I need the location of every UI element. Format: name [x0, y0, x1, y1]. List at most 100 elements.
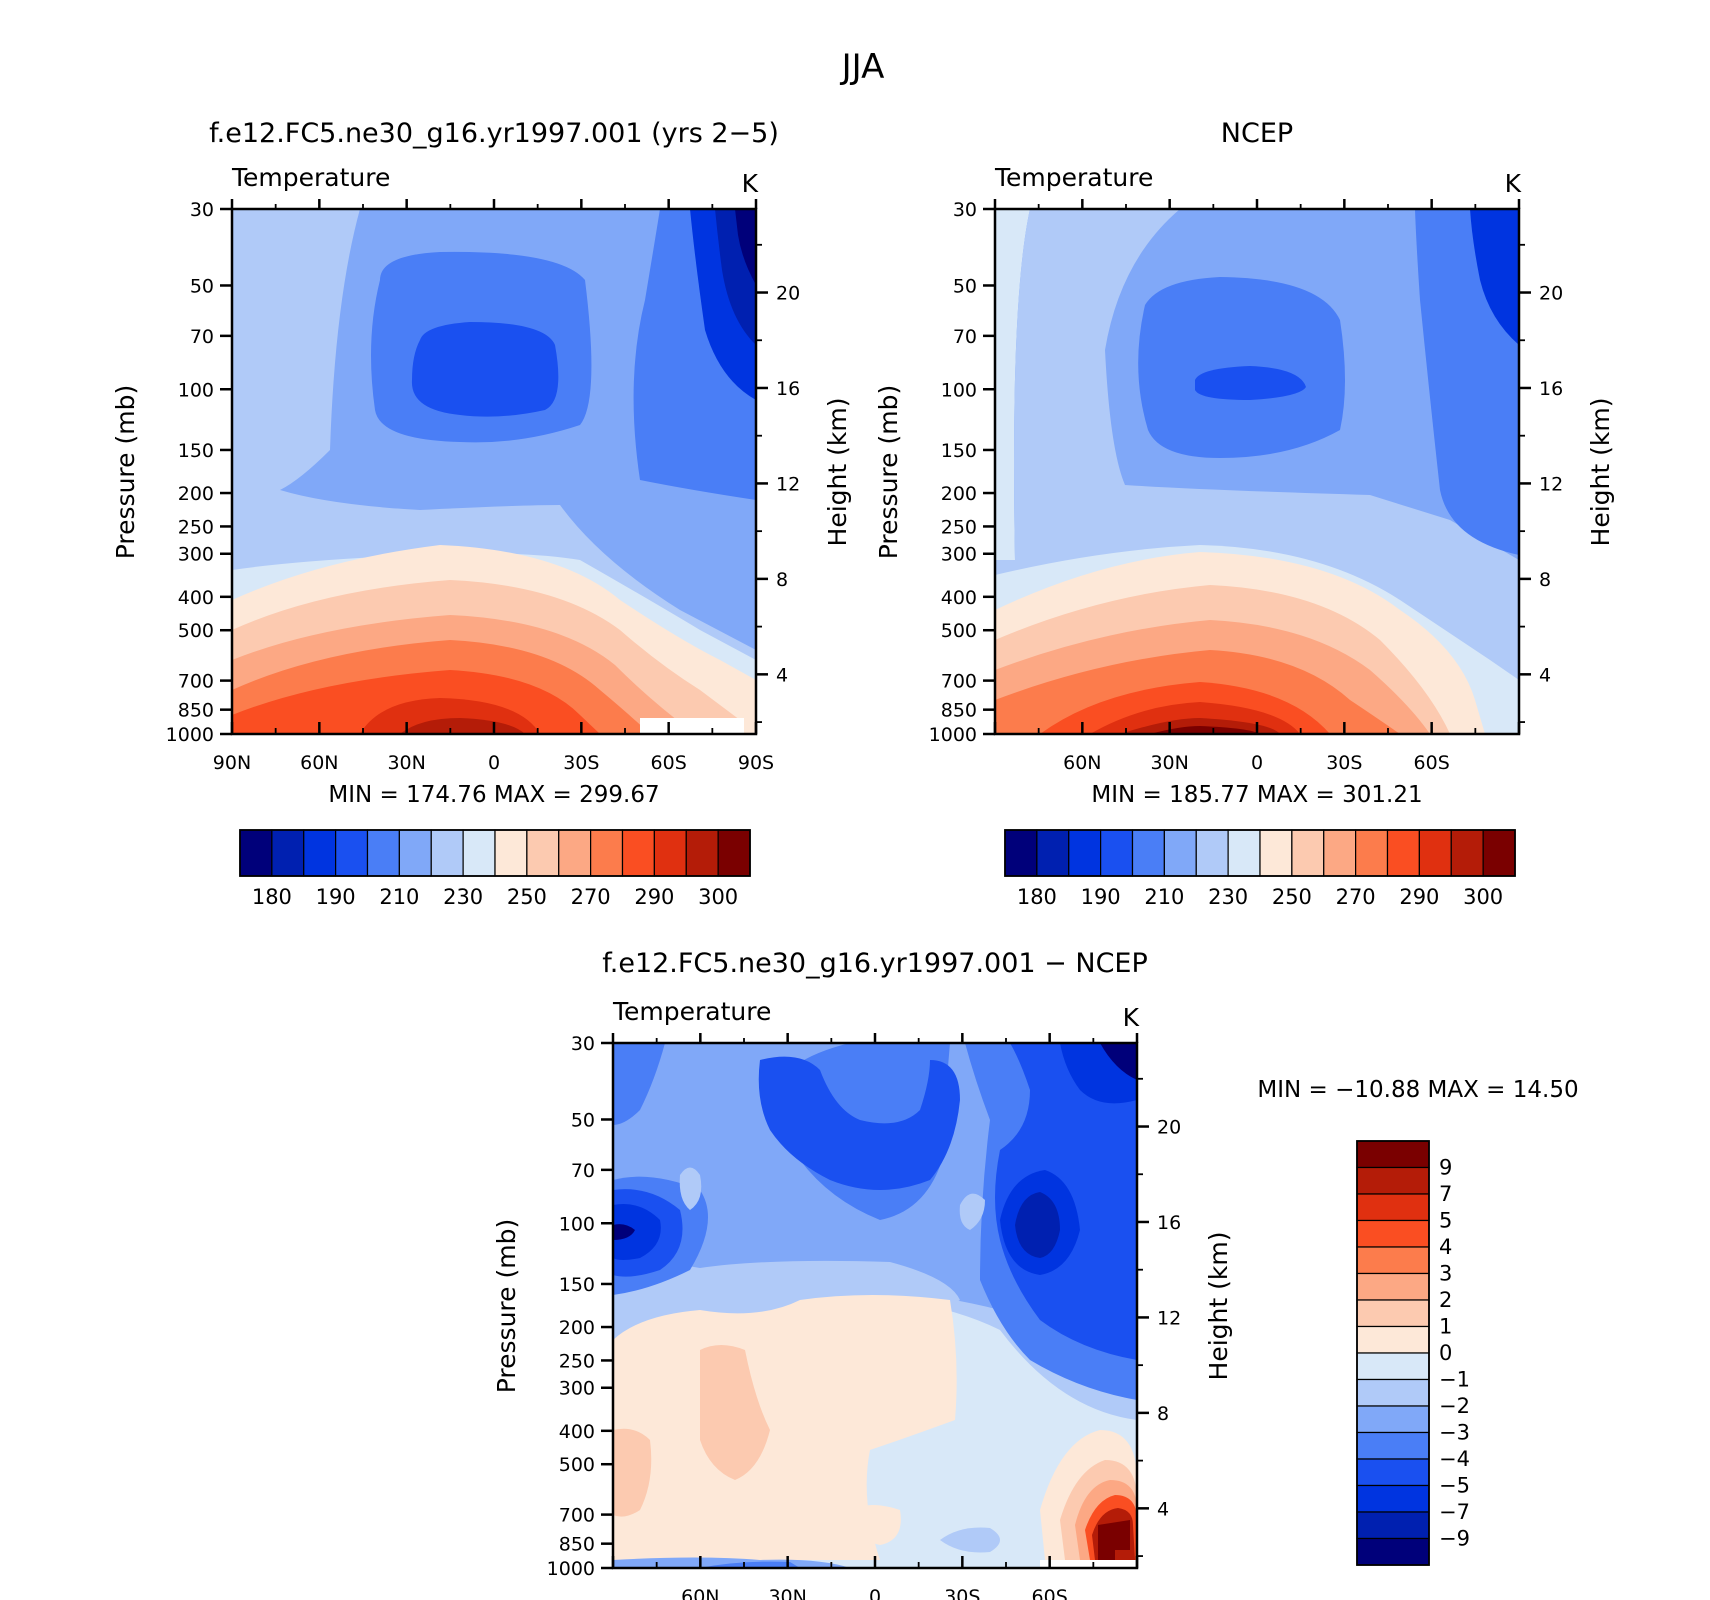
y-axis-label: Pressure (mb) — [111, 385, 140, 559]
colorbar-box — [1355, 829, 1389, 877]
y-tick-label: 300 — [178, 544, 214, 566]
colorbar-box — [558, 829, 592, 877]
colorbar-label: 180 — [252, 885, 292, 909]
x-tick-label: 0 — [1251, 752, 1263, 774]
panel-model: f.e12.FC5.ne30_g16.yr1997.001 (yrs 2−5) … — [111, 118, 852, 909]
y-tick-label: 700 — [559, 1505, 595, 1527]
colorbar-label: −9 — [1439, 1527, 1470, 1551]
y-tick-label: 150 — [559, 1274, 595, 1296]
x-tick-label: 30N — [1150, 752, 1188, 774]
colorbar: 180 190 210 230 250 270 290 300 — [239, 829, 751, 909]
colorbar-box — [1356, 1193, 1430, 1222]
colorbar-box — [717, 829, 751, 877]
y-tick-label: 400 — [178, 587, 214, 609]
y-tick-label: 70 — [953, 326, 977, 348]
colorbar-label: −5 — [1439, 1474, 1470, 1498]
colorbar-label: 300 — [698, 885, 738, 909]
y-tick-label: 850 — [559, 1534, 595, 1556]
y-axis-right-label: Height (km) — [1586, 398, 1615, 547]
colorbar-box — [1356, 1325, 1430, 1354]
x-tick-label: 60N — [300, 752, 338, 774]
colorbar-box — [1068, 829, 1102, 877]
y-tick-label: 30 — [571, 1033, 595, 1055]
x-tick-label: 30N — [387, 752, 425, 774]
colorbar-label: 230 — [443, 885, 483, 909]
colorbar-box — [1356, 1219, 1430, 1248]
y-right-tick-label: 12 — [1539, 473, 1563, 495]
colorbar-box — [1291, 829, 1325, 877]
colorbar-box — [1131, 829, 1165, 877]
colorbar-label: −7 — [1439, 1500, 1470, 1524]
panel-subtitle: Temperature — [994, 163, 1153, 192]
colorbar-label: 180 — [1017, 885, 1057, 909]
y-right-tick-label: 12 — [1157, 1307, 1181, 1329]
colorbar-box — [239, 829, 273, 877]
colorbar-box — [1323, 829, 1357, 877]
units-label: K — [1505, 169, 1522, 198]
contour-field — [232, 209, 756, 734]
min-max-label: MIN = 185.77 MAX = 301.21 — [1091, 782, 1422, 808]
y-tick-label: 100 — [559, 1213, 595, 1235]
colorbar-box — [1450, 829, 1484, 877]
y-right-tick-label: 20 — [1539, 283, 1563, 305]
x-tick-label: 60S — [1032, 1586, 1068, 1600]
y-tick-label: 250 — [178, 516, 214, 538]
colorbar-box — [1356, 1537, 1430, 1566]
y-right-tick-label: 16 — [1157, 1212, 1181, 1234]
y-right-tick-label: 20 — [776, 283, 800, 305]
colorbar-box — [1356, 1166, 1430, 1195]
y-tick-label: 70 — [190, 326, 214, 348]
colorbar-box — [1356, 1140, 1430, 1169]
panel-difference: f.e12.FC5.ne30_g16.yr1997.001 − NCEP Tem… — [492, 948, 1579, 1600]
colorbar-box — [1004, 829, 1038, 877]
colorbar-box — [1482, 829, 1516, 877]
colorbar-box — [1356, 1458, 1430, 1487]
colorbar-box — [590, 829, 624, 877]
y-tick-label: 150 — [178, 440, 214, 462]
y-tick-label: 70 — [571, 1160, 595, 1182]
y-right-tick-label: 4 — [776, 664, 788, 686]
colorbar-label: −2 — [1439, 1394, 1470, 1418]
colorbar-box — [1356, 1272, 1430, 1301]
y-right-tick-label: 8 — [776, 569, 788, 591]
y-tick-label: 200 — [178, 483, 214, 505]
y-tick-label: 50 — [190, 275, 214, 297]
y-right-tick-label: 4 — [1157, 1498, 1169, 1520]
colorbar-label: 7 — [1439, 1182, 1452, 1206]
colorbar-label: 190 — [1081, 885, 1121, 909]
x-tick-label: 60N — [681, 1586, 719, 1600]
colorbar-label: 250 — [507, 885, 547, 909]
colorbar-box — [1356, 1378, 1430, 1407]
colorbar: 180 190 210 230 250 270 290 300 — [1004, 829, 1516, 909]
y-tick-label: 1000 — [547, 1558, 595, 1580]
x-tick-label: 60N — [1063, 752, 1101, 774]
y-right-tick-label: 20 — [1157, 1117, 1181, 1139]
y-axis-label: Pressure (mb) — [874, 385, 903, 559]
y-right-tick-label: 16 — [776, 378, 800, 400]
y-tick-label: 400 — [941, 587, 977, 609]
y-tick-label: 500 — [178, 620, 214, 642]
colorbar-frame — [239, 829, 751, 877]
y-tick-label: 50 — [953, 275, 977, 297]
colorbar-box — [1356, 1511, 1430, 1540]
y-right-tick-label: 16 — [1539, 378, 1563, 400]
colorbar-box — [685, 829, 719, 877]
colorbar-frame — [1004, 829, 1516, 877]
x-tick-label: 0 — [488, 752, 500, 774]
colorbar-box — [1356, 1246, 1430, 1275]
colorbar-label: −4 — [1439, 1447, 1470, 1471]
colorbar-box — [494, 829, 528, 877]
y-tick-label: 100 — [941, 379, 977, 401]
y-tick-label: 250 — [559, 1350, 595, 1372]
y-right-tick-label: 8 — [1539, 569, 1551, 591]
colorbar: 97 54 32 10 −1−2 −3−4 −5−7 −9 — [1356, 1140, 1470, 1566]
y-tick-label: 300 — [941, 544, 977, 566]
colorbar-label: 270 — [1336, 885, 1376, 909]
colorbar-label: 300 — [1463, 885, 1503, 909]
y-tick-label: 700 — [178, 671, 214, 693]
colorbar-box — [1356, 1352, 1430, 1381]
colorbar-box — [1195, 829, 1229, 877]
panel-subtitle: Temperature — [231, 163, 390, 192]
colorbar-box — [1100, 829, 1134, 877]
